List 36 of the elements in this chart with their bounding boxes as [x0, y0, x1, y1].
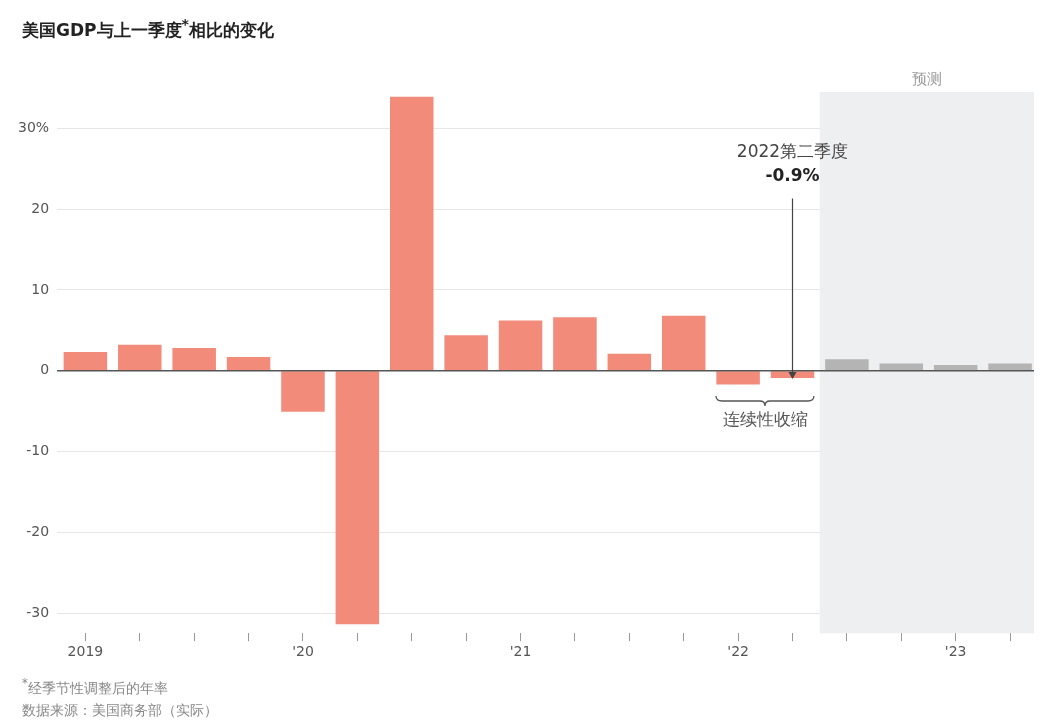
y-tick-label: -10	[26, 442, 50, 459]
annotation: 连续性收缩	[722, 409, 808, 430]
source-note: 数据来源：美国商务部（实际）	[22, 700, 218, 720]
x-tick-label: 2019	[67, 643, 104, 660]
x-tick-label: '20	[292, 643, 314, 660]
x-tick-label: '23	[944, 643, 967, 660]
y-tick-label: -20	[26, 522, 50, 539]
bar	[661, 315, 706, 371]
bar	[63, 352, 108, 371]
bar	[118, 344, 162, 371]
bar	[988, 363, 1032, 371]
y-tick-label: 30%	[17, 118, 50, 135]
chart-title: 美国GDP与上一季度$^{*}$相比的变化	[22, 16, 274, 42]
bar	[716, 371, 760, 385]
bar	[607, 353, 652, 371]
bar	[172, 348, 216, 371]
annotation: 2022第二季度 -0.9%	[736, 141, 849, 186]
bar	[335, 371, 380, 625]
band-label: 预测	[911, 70, 942, 89]
x-tick-label: '21	[509, 643, 532, 660]
bar	[226, 356, 271, 371]
bar	[933, 365, 978, 371]
y-tick-label: 20	[31, 199, 50, 216]
bar	[498, 320, 543, 371]
bar	[825, 359, 869, 371]
x-tick-label: '22	[727, 643, 749, 660]
y-tick-label: -30	[26, 603, 50, 620]
bar	[281, 371, 325, 412]
bar	[390, 96, 434, 371]
text: $^{*}$经季节性调整后的年率	[22, 675, 169, 698]
bar	[444, 335, 488, 371]
y-tick-label: 10	[31, 280, 50, 297]
bar	[879, 363, 924, 371]
bar	[553, 317, 597, 371]
y-tick-label: 0	[40, 361, 50, 378]
bar	[770, 371, 815, 378]
